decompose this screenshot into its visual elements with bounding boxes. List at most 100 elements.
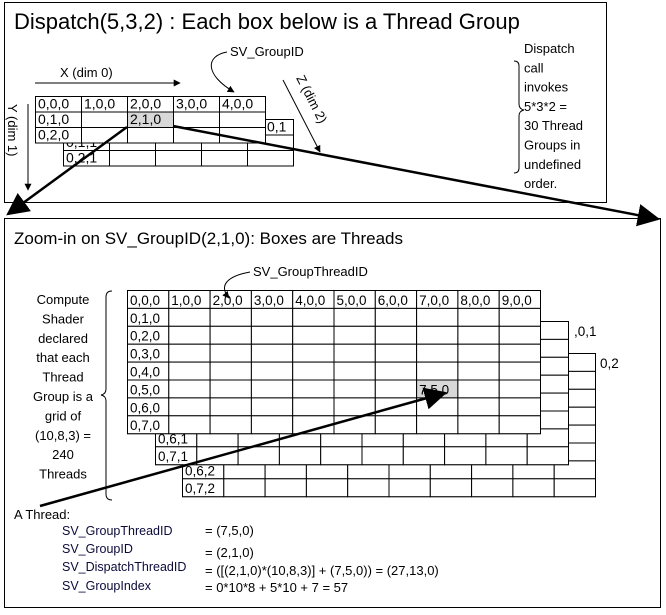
grid-cell [155,150,202,167]
grid-cell [498,397,542,417]
grid-cell [498,361,542,381]
cell-label: 1,0,0 [84,96,115,112]
cell-label: 0,1,0 [38,111,69,127]
cell-label: 7,0,0 [419,293,449,308]
grid-cell [250,343,294,363]
grid-cell [219,111,266,128]
grid-cell [416,397,459,417]
grid-cell [320,446,363,466]
cell-label: 0,2,0 [38,127,69,143]
cell-label: 0,3,0 [130,347,160,362]
thread-group-brace [100,290,113,501]
grid-cell [457,397,500,417]
dispatch-title: Dispatch(5,3,2) : Each box below is a Th… [14,9,520,34]
grid-cell [209,379,252,399]
grid-cell [333,361,376,381]
zoom-frame [4,218,661,608]
grid-cell [109,150,156,167]
zoom-title: Zoom-in on SV_GroupID(2,1,0): Boxes are … [14,229,403,248]
cell-label: ,0,1 [574,324,597,339]
dispatch-brace [513,60,525,174]
grid-cell [127,127,174,144]
cell-label: 3,0,0 [176,96,207,112]
cell-label: 5,0,0 [337,293,367,308]
thread-callout-arrow [222,271,251,299]
cell-label: 0,2,0 [130,329,160,344]
grid-cell [498,379,542,399]
grid-cell [250,379,294,399]
grid-cell [305,478,349,498]
thread-arrow [39,387,448,508]
note-line: order. [524,176,557,191]
callout-arrow [210,51,235,93]
grid-cell [374,307,418,327]
grid-cell [498,343,542,363]
cell-label: 1,0,0 [171,293,201,308]
grid-cell [374,379,418,399]
cell-label: 0,0,0 [130,293,160,308]
thread-id-value: = ([(2,1,0)*(10,8,3)] + (7,5,0)) = (27,1… [205,563,439,578]
cell-label: 0,6,1 [158,431,188,446]
grid-cell [264,478,307,498]
note-line: grid of [45,408,82,423]
note-line: Groups in [524,138,580,153]
zoom-arrow-right [172,124,661,227]
grid-cell [333,307,376,327]
cell-label: 2,0,0 [130,96,161,112]
thread-group-note: Compute Shader declared that each Thread Grou… [33,292,94,482]
grid-cell [374,415,418,435]
thread-id-value: = 0*10*8 + 5*10 + 7 = 57 [205,580,348,595]
thread-ids: SV_GroupThreadID = (7,5,0) SV_GroupID = (2,… [62,523,439,595]
thread-row: SV_GroupID = (2,1,0) [62,542,254,560]
cell-label: 0,4,0 [130,365,160,380]
grid-cell [374,343,418,363]
grid-cell [416,415,459,435]
grid-cell [81,111,128,128]
note-line: Thread [42,370,83,385]
grid-cell [250,361,294,381]
grid-cell [292,343,335,363]
grid-cell [201,150,248,167]
note-line: declared [38,331,88,346]
grid-cell [416,307,459,327]
grid-cell [278,446,322,466]
note-line: (10,8,3) = [35,428,91,443]
grid-cell [485,446,528,466]
grid-cell [209,307,252,327]
grid-cell [168,397,211,417]
grid-cell [498,415,542,435]
thread-id-name: SV_GroupIndex [62,579,152,593]
note-line: Group is a [33,389,94,404]
grid-cell [250,325,294,345]
grid-cell [333,343,376,363]
cell-label: 0,7,1 [158,449,188,464]
grid-cell [81,127,128,144]
cell-label: 0,1,0 [130,311,160,326]
thread-row: SV_GroupThreadID = (7,5,0) [62,523,254,538]
cell-label: 0,6,2 [185,463,215,478]
zoom-arrow-left [6,125,128,216]
cell-label: 0,6,0 [130,400,160,415]
grid-cell [250,415,294,435]
note-line: Threads [39,467,87,482]
grid-cell [168,307,211,327]
grid-cell [168,343,211,363]
dispatch-note: Dispatch call invokes 5*3*2 = 30 Thread Group… [524,41,583,191]
grid-cell [168,379,211,399]
grid-cell [250,397,294,417]
cell-label: 0,5,0 [130,382,160,397]
grid-cell [333,379,376,399]
thread-id-value: = (7,5,0) [205,523,254,538]
grid-cell [209,343,252,363]
grid-cell [173,111,220,128]
grid-cell [292,397,335,417]
thread-heading: A Thread: [14,507,70,522]
cell-label: 8,0,0 [460,293,490,308]
grid-cell [333,325,376,345]
grid-cell [416,325,459,345]
grid-cell [553,478,597,498]
grid-cell [457,415,500,435]
cell-label: 2,0,0 [213,293,243,308]
dispatch-frame [4,2,607,203]
